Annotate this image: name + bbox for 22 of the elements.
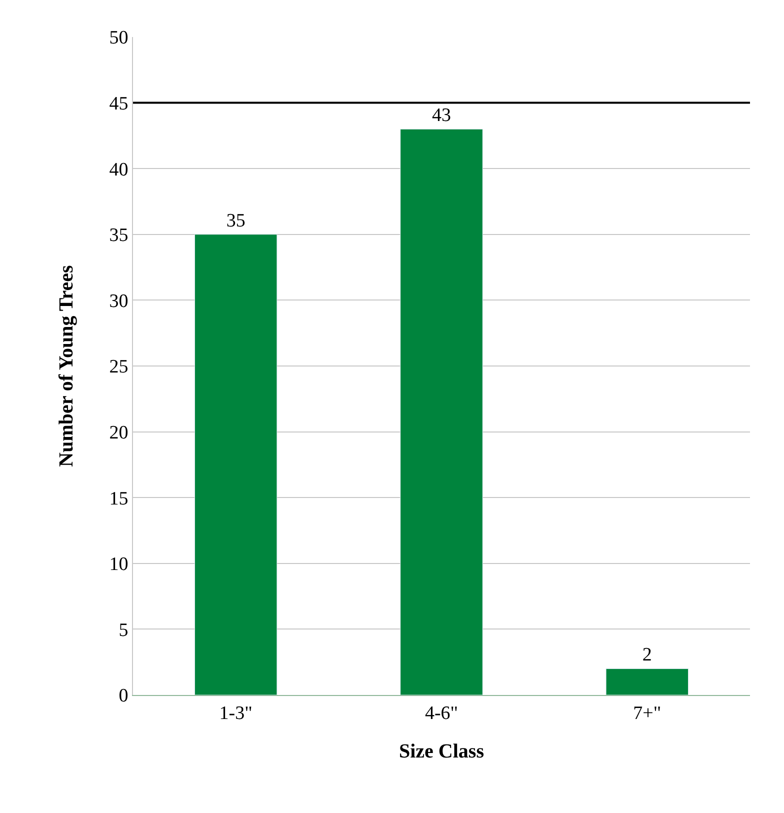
bar <box>606 668 689 695</box>
x-tick-label: 7+" <box>633 702 662 724</box>
data-label: 35 <box>226 210 246 232</box>
data-label: 43 <box>432 105 451 126</box>
y-tick-label: 30 <box>109 290 128 312</box>
x-tick-label: 4-6" <box>424 702 458 724</box>
y-tick-label: 35 <box>109 225 128 246</box>
y-tick-label: 10 <box>109 554 128 576</box>
y-axis-title: Number of Young Trees <box>56 264 78 467</box>
y-tick-label: 5 <box>118 620 128 641</box>
y-tick-label: 20 <box>109 422 128 444</box>
y-tick-label: 0 <box>118 686 128 707</box>
y-tick-label: 45 <box>109 93 128 114</box>
bar <box>194 234 278 695</box>
y-tick-label: 50 <box>109 28 128 49</box>
x-tick-label: 1-3" <box>219 702 252 724</box>
data-label: 2 <box>642 644 652 666</box>
y-tick-label: 15 <box>109 488 128 510</box>
y-tick-label: 40 <box>109 159 128 180</box>
y-tick-label: 25 <box>109 356 128 378</box>
x-axis-title: Size Class <box>399 740 484 762</box>
bar <box>400 128 483 695</box>
